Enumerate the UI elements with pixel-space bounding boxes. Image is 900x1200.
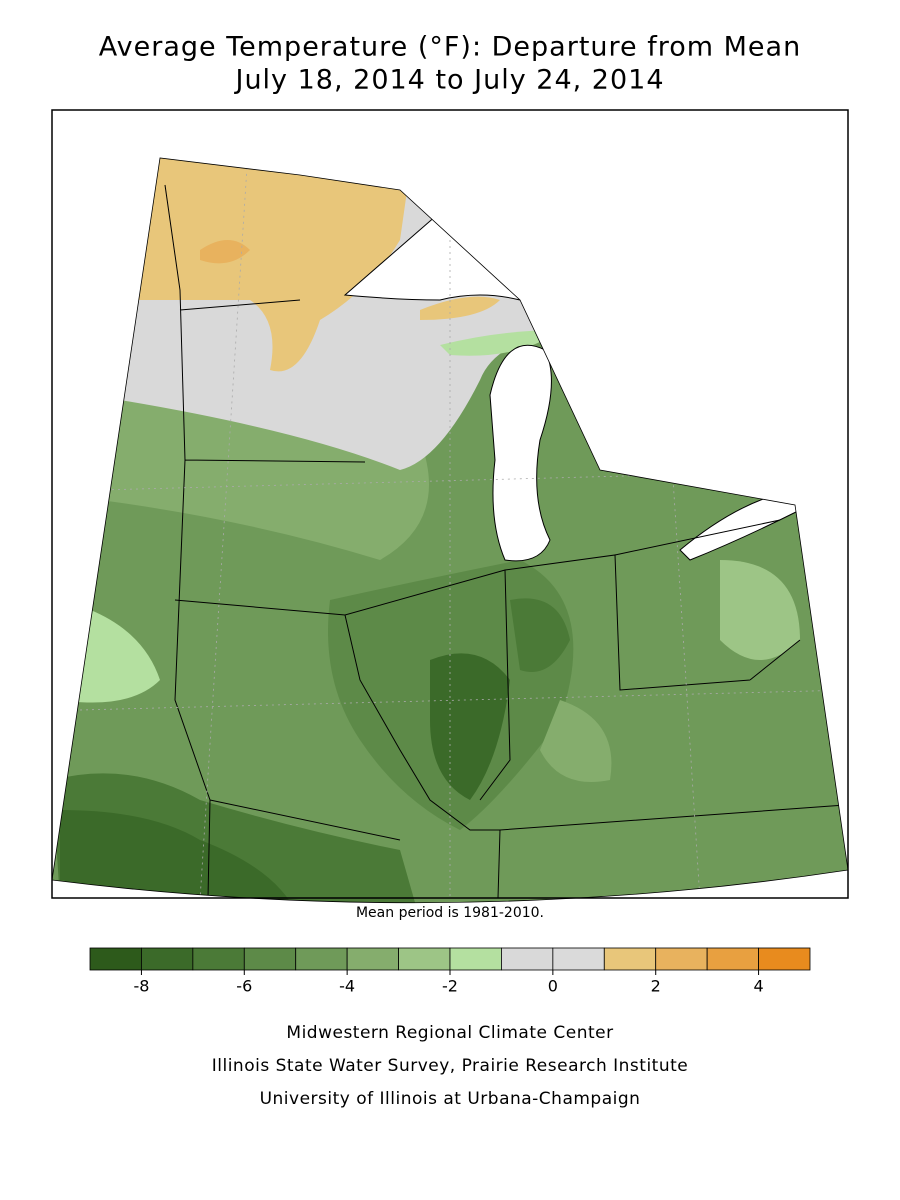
credit: Illinois State Water Survey, Prairie Res… (212, 1056, 688, 1076)
lake-michigan (489, 344, 552, 562)
region-fill (60, 810, 300, 903)
region-fill (720, 560, 800, 660)
legend-box (706, 947, 759, 971)
credit: Midwestern Regional Climate Center (286, 1023, 613, 1043)
region-fill (440, 330, 560, 356)
legend-box (603, 947, 657, 971)
region-fill (540, 700, 612, 782)
legend-tick-label: -2 (442, 977, 458, 996)
legend-box (243, 947, 297, 971)
title-line: Average Temperature (°F): Departure from… (99, 32, 801, 63)
lake-huron (579, 326, 709, 452)
legend-box (501, 947, 554, 971)
legend-box (141, 947, 194, 971)
legend-tick-label: 4 (753, 977, 763, 996)
region-fill (420, 296, 500, 320)
credit: University of Illinois at Urbana-Champai… (260, 1089, 641, 1109)
graticule (79, 158, 848, 901)
legend-box (655, 947, 708, 971)
legend: -8 -6 -4 -2 0 2 4 (89, 947, 811, 996)
map-frame (51, 109, 849, 899)
legend-tick-label: 0 (548, 977, 558, 996)
legend-box (449, 947, 502, 971)
legend-box (758, 947, 811, 971)
legend-box (89, 947, 142, 971)
title-line: July 18, 2014 to July 24, 2014 (233, 65, 664, 96)
legend-box (192, 947, 245, 971)
region-fill (620, 300, 848, 335)
legend-tick-label: 2 (651, 977, 661, 996)
map (51, 109, 849, 904)
state-border (164, 184, 846, 899)
legend-tick-label: -4 (339, 977, 355, 996)
legend-tick-label: -6 (236, 977, 252, 996)
legend-box (295, 947, 348, 971)
region-fill (510, 598, 570, 672)
region-fill (200, 240, 250, 264)
legend-box (398, 947, 451, 971)
legend-box (346, 947, 399, 971)
legend-tick-label: -8 (133, 977, 149, 996)
note: Mean period is 1981-2010. (356, 905, 544, 921)
legend-box (552, 947, 605, 971)
